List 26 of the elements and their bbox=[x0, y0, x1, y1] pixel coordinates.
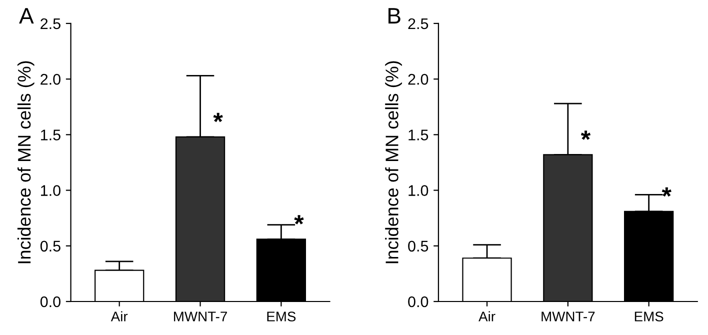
annotation: * bbox=[294, 215, 304, 224]
annotation: * bbox=[662, 187, 672, 197]
x-tick-label: EMS bbox=[634, 312, 664, 322]
y-axis-title: Incidence of MN cells (%) bbox=[17, 61, 34, 264]
y-tick-label: 1.5 bbox=[408, 130, 428, 140]
y-tick-label: 2.5 bbox=[40, 18, 60, 30]
x-tick-label: Air bbox=[110, 311, 128, 322]
y-tick-label: 0.0 bbox=[408, 296, 428, 308]
annotation: * bbox=[580, 130, 591, 140]
x-tick-label: EMS bbox=[267, 312, 296, 322]
x-tick-label: MWNT-7 bbox=[542, 312, 595, 322]
x-tick-label: MWNT-7 bbox=[174, 312, 227, 322]
y-axis-title: Incidence of MN cells (%) bbox=[385, 61, 402, 264]
y-tick-label: 2.0 bbox=[408, 74, 428, 85]
annotation: * bbox=[213, 112, 223, 122]
y-tick-label: 0.5 bbox=[408, 240, 428, 252]
x-tick-label: Air bbox=[478, 311, 496, 322]
y-tick-label: 0.5 bbox=[40, 240, 60, 252]
y-tick-label: 1.0 bbox=[41, 185, 60, 196]
y-tick-label: 2.5 bbox=[408, 18, 428, 30]
chart-title: A bbox=[19, 8, 34, 24]
y-tick-label: 1.0 bbox=[408, 185, 428, 196]
y-tick-label: 0.0 bbox=[40, 296, 60, 308]
y-tick-label: 2.0 bbox=[40, 74, 60, 85]
chart-title: B bbox=[388, 8, 400, 24]
y-tick-label: 1.5 bbox=[41, 130, 60, 140]
